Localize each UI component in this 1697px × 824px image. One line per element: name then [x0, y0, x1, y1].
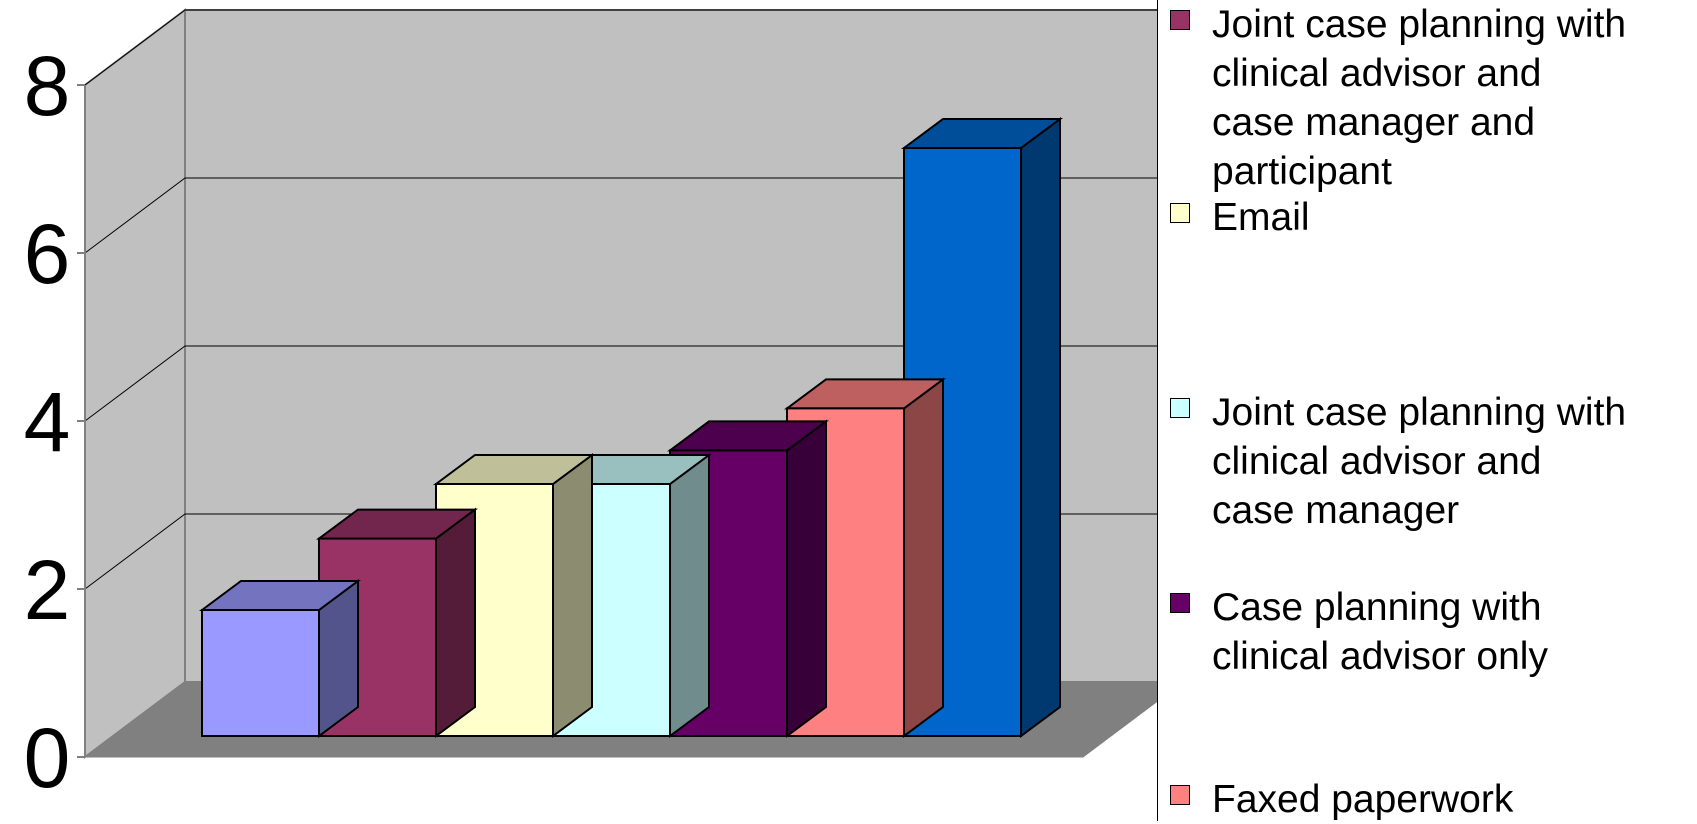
y-axis: 0 2 4 6 8	[24, 39, 86, 805]
gridline	[84, 345, 1160, 422]
y-tick-label: 0	[24, 711, 71, 805]
legend-swatch	[1170, 203, 1190, 223]
y-tick-label: 8	[24, 39, 71, 133]
legend-swatch	[1170, 10, 1190, 30]
gridline	[84, 177, 1160, 254]
legend-label: Joint case planning with clinical adviso…	[1212, 391, 1627, 532]
bar	[198, 579, 362, 738]
bar-chart: 0 2 4 6 8	[24, 8, 1160, 805]
y-tick-label: 2	[24, 543, 71, 637]
legend-label: Email	[1212, 196, 1310, 239]
y-tick-label: 4	[24, 375, 71, 469]
legend-label: Faxed paperwork	[1212, 778, 1514, 821]
legend-swatch	[1170, 785, 1190, 805]
legend-label: Case planning with clinical advisor only	[1212, 586, 1548, 678]
bars-group	[198, 117, 1064, 738]
legend: Joint case planning with clinical adviso…	[1157, 0, 1697, 821]
gridline	[84, 9, 1160, 86]
legend-swatch	[1170, 398, 1190, 418]
y-tick-label: 6	[24, 207, 71, 301]
legend-label: Joint case planning with clinical adviso…	[1212, 3, 1627, 193]
legend-swatch	[1170, 593, 1190, 613]
